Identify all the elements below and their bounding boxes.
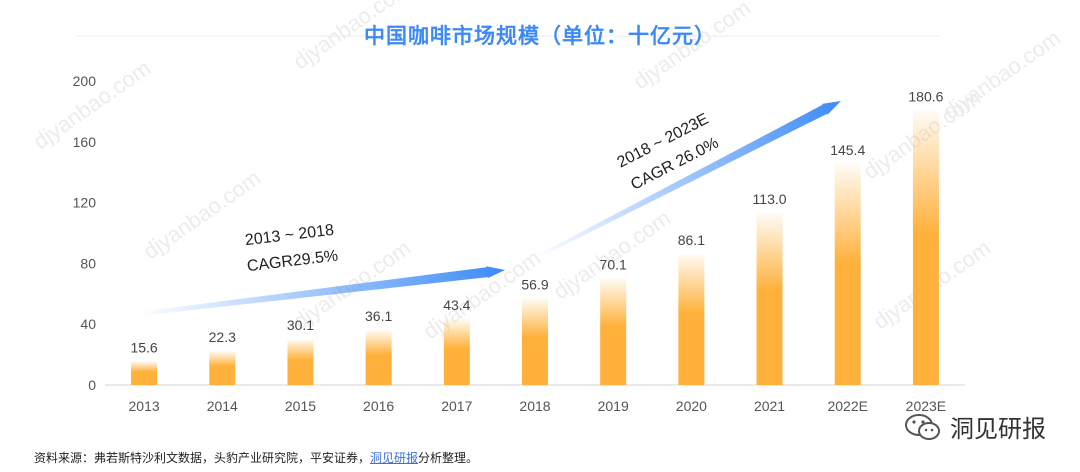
x-tick-label: 2023E bbox=[906, 398, 946, 414]
x-tick-label: 2018 bbox=[519, 398, 550, 414]
bar bbox=[287, 339, 314, 385]
data-label: 145.4 bbox=[830, 142, 865, 158]
data-label: 86.1 bbox=[678, 232, 705, 248]
data-label: 43.4 bbox=[443, 297, 470, 313]
cagr-arrow bbox=[137, 266, 505, 316]
data-label: 22.3 bbox=[209, 329, 236, 345]
data-label: 30.1 bbox=[287, 317, 314, 333]
x-tick-label: 2020 bbox=[676, 398, 707, 414]
y-tick-label: 0 bbox=[88, 377, 96, 393]
data-label: 56.9 bbox=[521, 277, 548, 293]
y-tick-label: 160 bbox=[73, 134, 97, 150]
bar bbox=[131, 361, 158, 385]
brand-name: 洞见研报 bbox=[950, 416, 1046, 443]
data-label: 15.6 bbox=[130, 339, 157, 355]
bar bbox=[443, 319, 470, 385]
x-tick-label: 2014 bbox=[207, 398, 238, 414]
brand-badge: 洞见研报 bbox=[904, 409, 1046, 444]
x-tick-label: 2017 bbox=[441, 398, 472, 414]
bars-group bbox=[131, 110, 939, 385]
bar bbox=[678, 254, 705, 385]
bar bbox=[912, 110, 939, 385]
cagr-period-label: 2013 ~ 2018 bbox=[244, 222, 335, 249]
wechat-icon bbox=[905, 413, 940, 440]
y-tick-label: 80 bbox=[80, 255, 96, 271]
source-link[interactable]: 洞见研报 bbox=[370, 451, 419, 465]
bar bbox=[834, 163, 861, 385]
source-suffix: 分析整理。 bbox=[418, 451, 479, 465]
source-prefix: 资料来源：弗若斯特沙利文数据，头豹产业研究院，平安证券， bbox=[34, 451, 371, 465]
x-tick-label: 2021 bbox=[754, 398, 785, 414]
y-tick-label: 40 bbox=[80, 316, 96, 332]
source-note: 资料来源：弗若斯特沙利文数据，头豹产业研究院，平安证券，洞见研报分析整理。 bbox=[34, 449, 478, 466]
x-tick-label: 2015 bbox=[285, 398, 316, 414]
bar bbox=[756, 213, 783, 385]
labels-group: 15.6 2013 22.3 2014 30.1 2015 36.1 2016 43.4 2017… bbox=[129, 88, 947, 414]
x-tick-label: 2016 bbox=[363, 398, 394, 414]
axes: 0 40 80 120 160 200 bbox=[73, 73, 965, 393]
y-tick-label: 120 bbox=[73, 195, 97, 211]
x-tick-label: 2019 bbox=[598, 398, 629, 414]
cagr-arrow bbox=[534, 101, 841, 260]
x-tick-label: 2022E bbox=[827, 398, 867, 414]
data-label: 180.6 bbox=[908, 88, 943, 104]
chart-title: 中国咖啡市场规模（单位：十亿元） bbox=[364, 25, 716, 48]
bar bbox=[522, 298, 548, 385]
bar bbox=[365, 330, 392, 385]
data-label: 113.0 bbox=[753, 191, 787, 207]
cagr-rate-label: CAGR29.5% bbox=[246, 247, 339, 275]
y-tick-label: 200 bbox=[73, 73, 97, 89]
bar bbox=[600, 278, 627, 385]
bar bbox=[209, 351, 236, 385]
data-label: 36.1 bbox=[365, 308, 392, 324]
data-label: 70.1 bbox=[600, 256, 627, 272]
x-tick-label: 2013 bbox=[129, 398, 160, 414]
